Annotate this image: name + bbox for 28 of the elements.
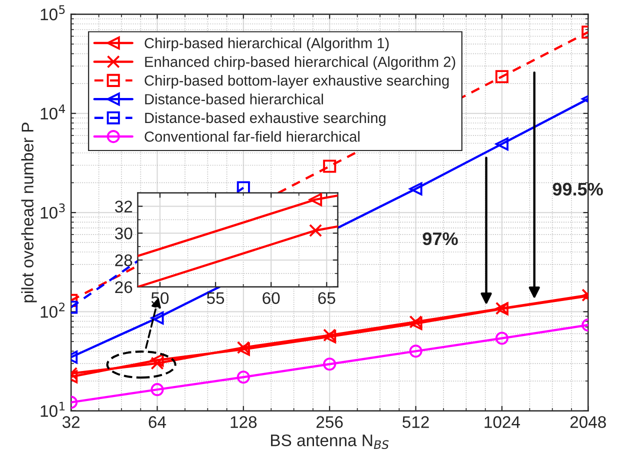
legend-label: Chirp-based hierarchical (Algorithm 1) bbox=[144, 38, 389, 52]
legend-label: Conventional far-field hierarchical bbox=[144, 131, 360, 142]
x-tick-label: 512 bbox=[402, 416, 429, 428]
y-tick-label: 26 bbox=[115, 281, 132, 294]
x-tick-label: 1024 bbox=[484, 416, 520, 428]
legend-label: Chirp-based bottom-layer exhaustive searching bbox=[144, 74, 449, 89]
y-tick-label: 30 bbox=[114, 228, 132, 240]
y-tick-label: 32 bbox=[114, 200, 132, 212]
y-tick-label: 10$^{3}$ bbox=[40, 203, 65, 219]
x-tick-label: 32 bbox=[62, 416, 80, 428]
y-tick-label: 10$^{1}$ bbox=[40, 402, 65, 417]
annotation: 97% bbox=[422, 232, 458, 246]
x-tick-label: 2048 bbox=[570, 416, 606, 428]
legend-label: Enhanced chirp-based hierarchical (Algorithm 2) bbox=[145, 56, 456, 70]
y-tick-label: 10$^{2}$ bbox=[40, 302, 64, 318]
x-tick-label: 256 bbox=[316, 416, 343, 428]
x-tick-label: 65 bbox=[318, 292, 336, 304]
legend-label: Distance-based exhaustive searching bbox=[145, 112, 386, 126]
x-tick-label: 64 bbox=[148, 416, 166, 428]
x-axis-title: BS antenna N$_{BS}$ bbox=[271, 434, 389, 449]
x-tick-label: 128 bbox=[230, 416, 257, 428]
y-tick-label: 10$^{5}$ bbox=[40, 5, 65, 20]
y-tick-label: 28 bbox=[115, 254, 132, 266]
y-axis-title: pilot overhead number P bbox=[21, 122, 37, 302]
y-tick-label: 10$^{4}$ bbox=[40, 104, 66, 120]
legend-label: Distance-based hierarchical bbox=[145, 94, 323, 104]
x-tick-label: 60 bbox=[262, 292, 280, 304]
x-tick-label: 55 bbox=[206, 292, 224, 304]
